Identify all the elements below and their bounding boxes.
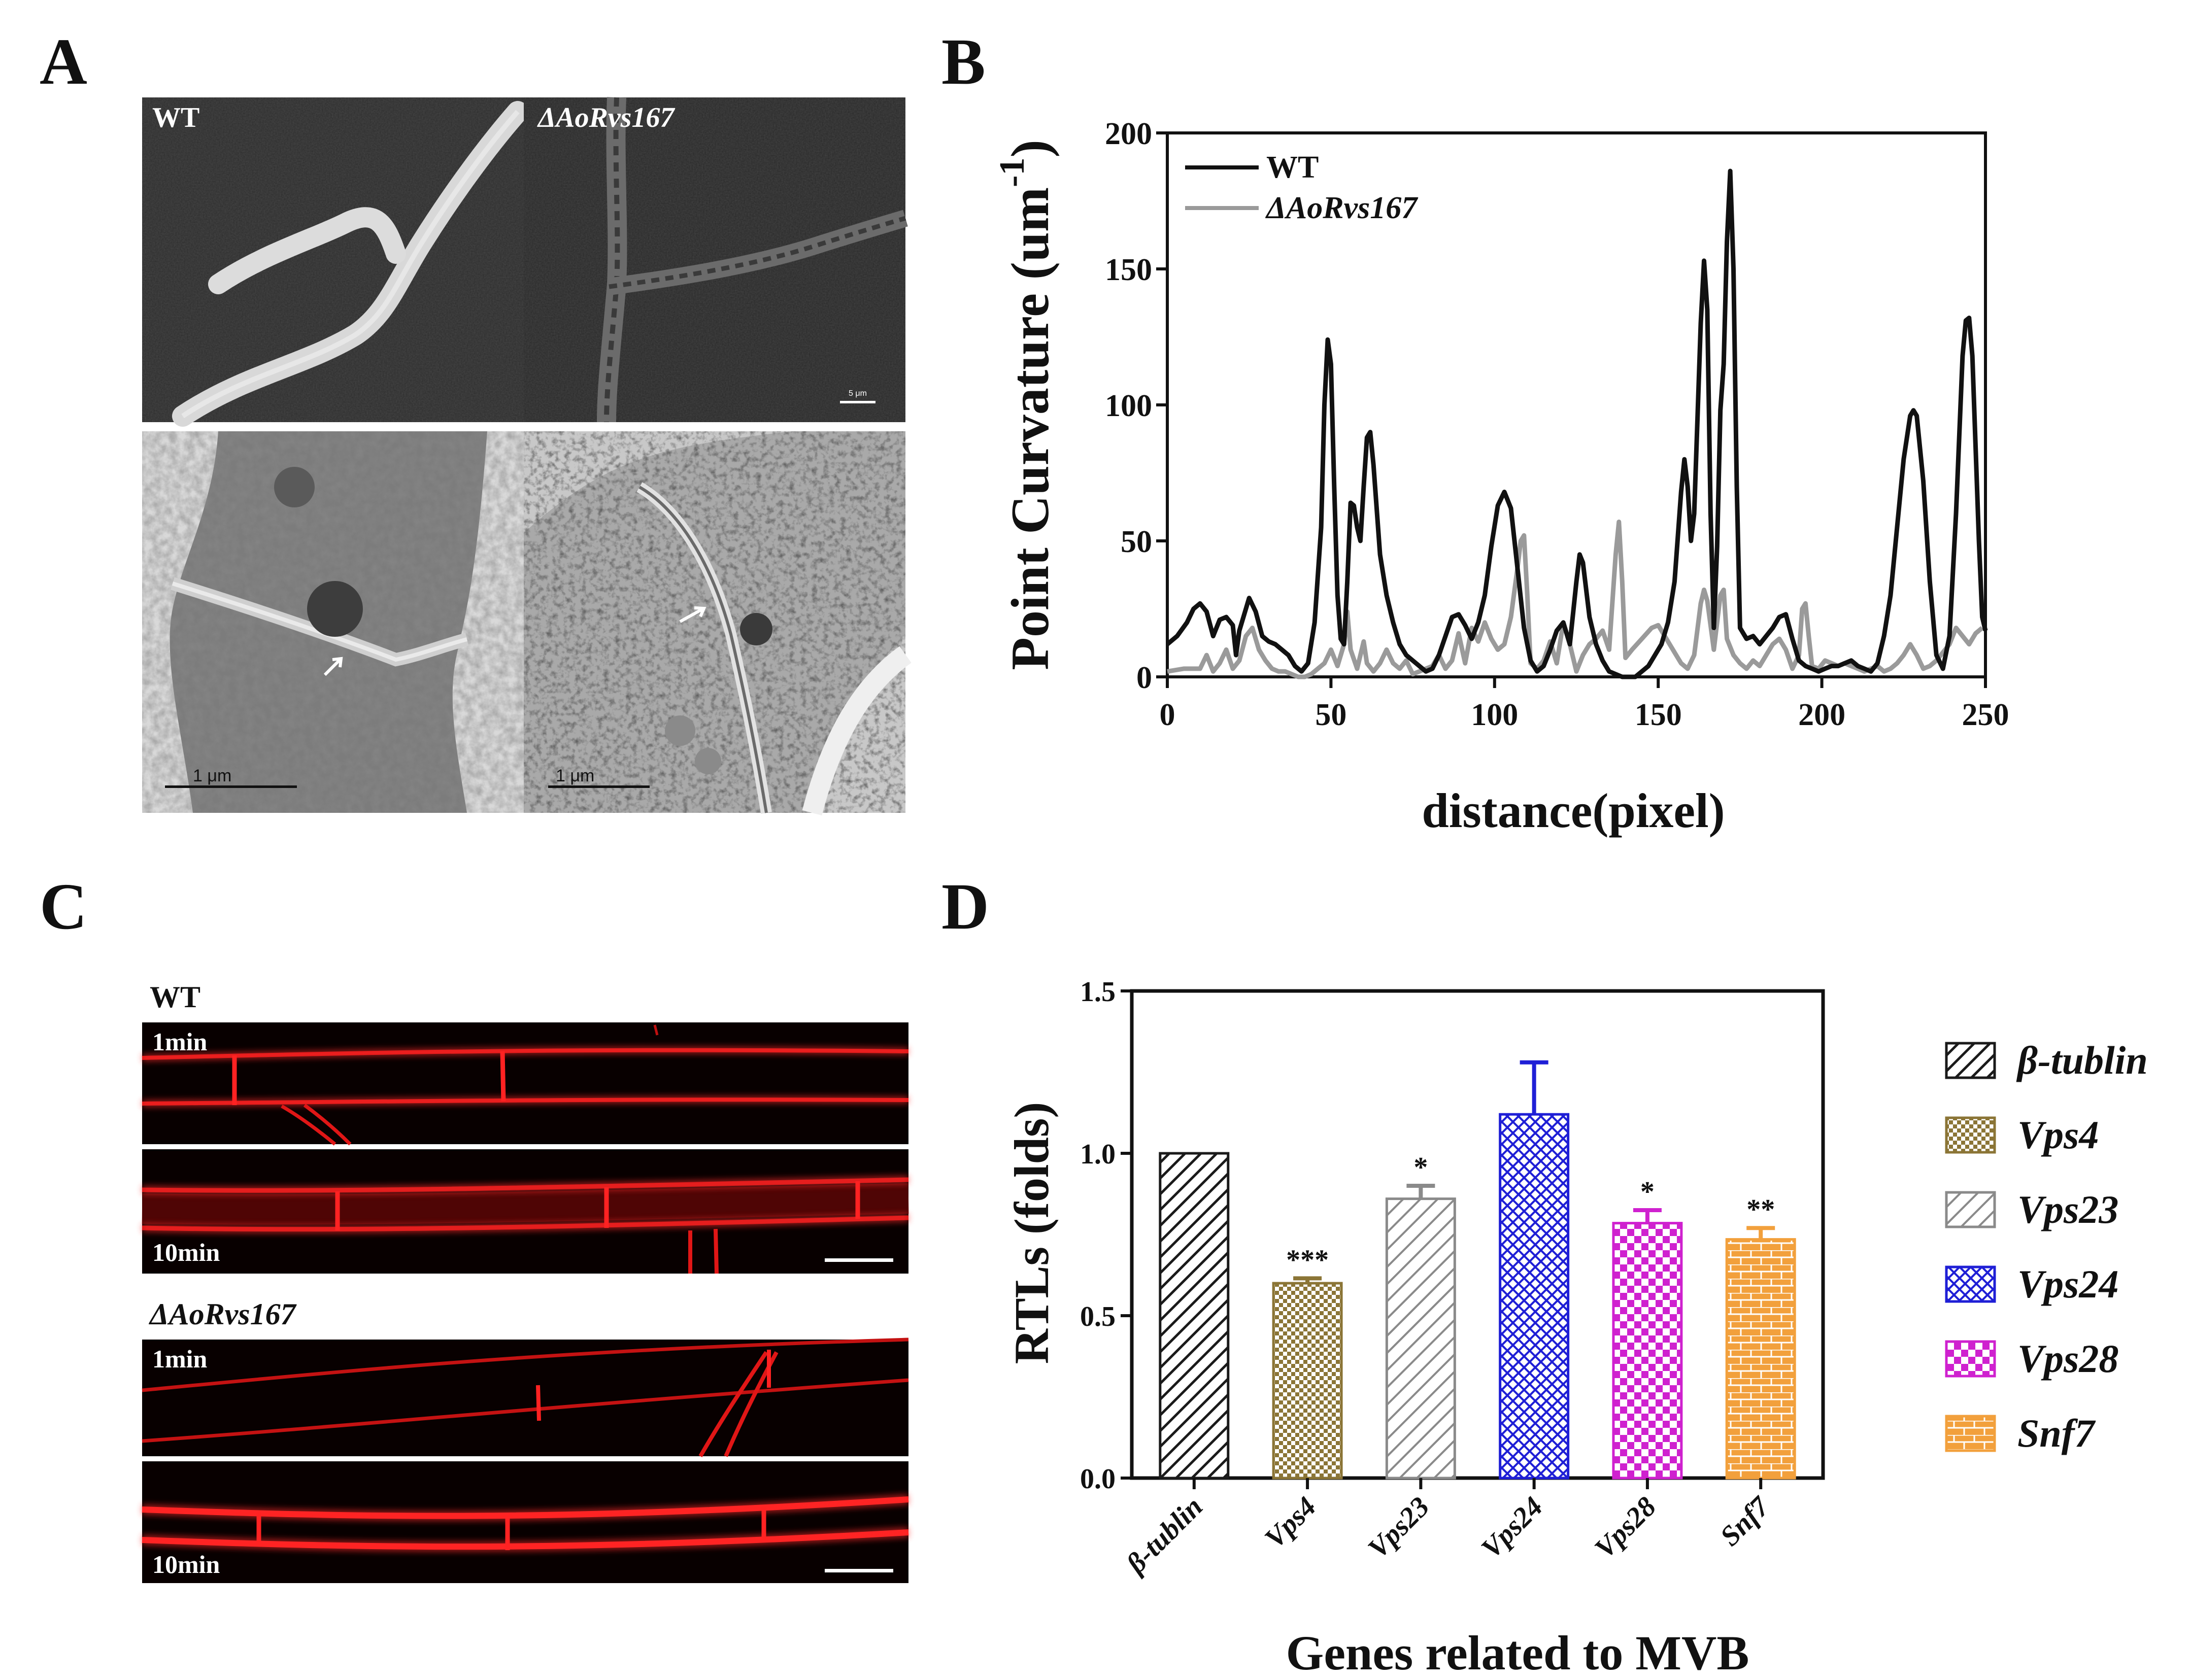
legend-label-wt: WT <box>1266 150 1319 185</box>
chart-d-legend-swatch-1 <box>1945 1116 1996 1154</box>
panel-letter-a: A <box>40 25 87 98</box>
chart-d-legend-label-0: β-tublin <box>2016 1038 2148 1082</box>
chart-d-significance: ** <box>1746 1194 1775 1225</box>
chart-d-bar-4 <box>1612 1222 1683 1480</box>
chart-b-x-tick-label: 50 <box>1315 698 1346 732</box>
rtls-bar-chart: 0.00.51.01.5 β-tublin***Vps4*Vps23 Vps24*… <box>1004 976 2148 1680</box>
chart-d-x-tick-label: Vps4 <box>1259 1491 1322 1554</box>
chart-d-bar-5 <box>1725 1238 1796 1480</box>
chart-b-y-tick-label: 0 <box>1136 661 1152 695</box>
chart-d-x-tick-label: Snf7 <box>1714 1490 1776 1552</box>
chart-d-bar-0 <box>1159 1152 1230 1480</box>
chart-d-bar-3 <box>1499 1113 1570 1480</box>
chart-d-significance: * <box>1640 1176 1655 1208</box>
fluor-images: 1min 10min 1min 10min <box>142 1022 909 1583</box>
chart-d-legend-label-2: Vps23 <box>2017 1187 2118 1231</box>
sem-label-mutant: ΔAoRvs167 <box>537 102 675 133</box>
chart-d-x-tick-label: Vps28 <box>1589 1491 1662 1564</box>
chart-d-significance: *** <box>1286 1244 1329 1276</box>
fluor-mutant-10min <box>142 1461 908 1583</box>
panel-letter-c: C <box>40 870 87 943</box>
chart-b-x-tick-label: 200 <box>1798 698 1845 732</box>
chart-b-series-line-0 <box>1166 168 1988 679</box>
curvature-line-chart: 0 50 100 150 200 250 0 50 100 150 200 WT ΔAoRvs167… <box>993 117 2009 838</box>
chart-d-bar-2 <box>1385 1197 1456 1480</box>
chart-d-significance: * <box>1413 1152 1428 1183</box>
chart-b-x-tick-label: 100 <box>1471 698 1518 732</box>
chart-d-y-tick-label: 1.5 <box>1080 976 1116 1008</box>
chart-b-x-tick-label: 250 <box>1962 698 2009 732</box>
chart-d-y-tick-label: 0.0 <box>1080 1463 1116 1495</box>
chart-d-frame <box>1130 989 1825 1480</box>
chart-b-y-axis-label-main: Point Curvature (um <box>1000 187 1060 670</box>
chart-b-y-tick-label: 150 <box>1105 253 1152 287</box>
chart-d-y-axis-label: RTLs (folds) <box>1004 1102 1059 1364</box>
chart-d-legend-label-1: Vps4 <box>2017 1113 2099 1157</box>
chart-d-x-tick-label: Vps24 <box>1475 1491 1549 1564</box>
tem-mutant-scale-bar-label: 1 μm <box>556 766 594 785</box>
chart-b-x-tick-label: 0 <box>1160 698 1175 732</box>
chart-b-y-axis-label-close: ) <box>1000 140 1060 157</box>
chart-d-x-tick-label: β-tublin <box>1120 1491 1209 1580</box>
fluor-group-label-wt: WT <box>150 980 200 1014</box>
legend-label-mutant: ΔAoRvs167 <box>1265 191 1419 225</box>
chart-d-legend-swatch-5 <box>1945 1415 1996 1452</box>
sem-scale-bar-label: 5 μm <box>849 389 867 398</box>
chart-d-legend-label-5: Snf7 <box>2017 1411 2096 1455</box>
chart-b-y-tick-label: 50 <box>1121 525 1152 559</box>
chart-d-bar-1 <box>1272 1282 1343 1480</box>
chart-d-y-tick-label: 0.5 <box>1080 1301 1116 1332</box>
panel-a-tem-images: 1 μm 1 μm <box>142 431 912 816</box>
svg-text:Point Curvature (um-1): Point Curvature (um-1) <box>993 140 1060 670</box>
chart-b-y-axis-label-sup: -1 <box>993 158 1032 187</box>
chart-b-x-axis-label: distance(pixel) <box>1422 783 1725 838</box>
chart-d-legend-label-4: Vps28 <box>2017 1336 2118 1381</box>
chart-d-y-tick-label: 1.0 <box>1080 1139 1116 1170</box>
sem-label-wt: WT <box>152 102 199 133</box>
chart-d-legend-label-3: Vps24 <box>2017 1262 2118 1306</box>
fluor-time-label-mutant-1: 1min <box>152 1345 208 1373</box>
chart-b-y-tick-label: 100 <box>1105 389 1152 423</box>
chart-b-x-tick-label: 150 <box>1635 698 1682 732</box>
fluor-time-label-wt-2: 10min <box>152 1238 220 1266</box>
chart-d-x-tick-label: Vps23 <box>1362 1491 1435 1564</box>
chart-b-y-tick-label: 200 <box>1105 117 1152 151</box>
fluor-time-label-mutant-2: 10min <box>152 1550 220 1579</box>
chart-d-legend-swatch-4 <box>1945 1340 1996 1378</box>
fluor-time-label-wt-1: 1min <box>152 1027 208 1056</box>
tem-wt-scale-bar-label: 1 μm <box>193 766 231 785</box>
panel-letter-b: B <box>941 25 986 98</box>
chart-d-x-axis-label: Genes related to MVB <box>1286 1626 1749 1680</box>
fluor-wt-1min <box>142 1022 908 1144</box>
chart-d-legend-swatch-3 <box>1945 1265 1996 1303</box>
panel-letter-d: D <box>941 870 989 943</box>
panel-a-sem-images: 5 μm WT ΔAoRvs167 <box>142 97 908 427</box>
chart-b-legend: WT ΔAoRvs167 <box>1185 150 1419 225</box>
fluor-group-label-mutant: ΔAoRvs167 <box>149 1297 297 1331</box>
chart-b-y-axis-label: Point Curvature (um-1) <box>993 140 1060 670</box>
chart-d-legend-swatch-2 <box>1945 1191 1996 1228</box>
chart-d-legend-swatch-0 <box>1945 1042 1996 1079</box>
